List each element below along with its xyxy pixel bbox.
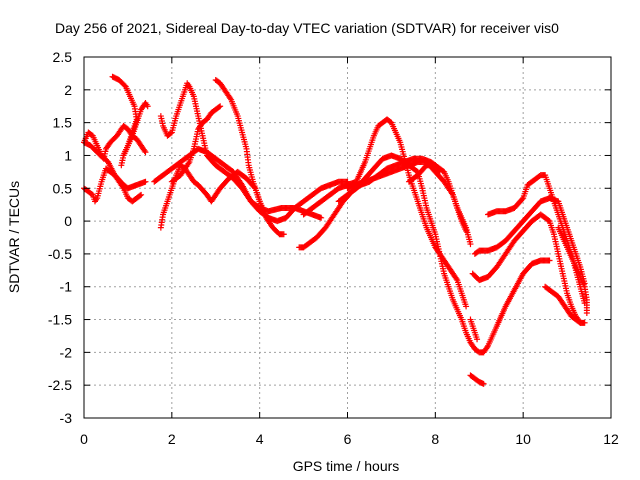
chart-title: Day 256 of 2021, Sidereal Day-to-day VTE… (55, 20, 559, 36)
data-point (467, 241, 474, 248)
data-marks (81, 73, 590, 387)
series (168, 103, 224, 185)
y-tick-label: -2 (60, 344, 73, 360)
data-point (280, 231, 287, 238)
x-tick-label: 8 (431, 431, 439, 447)
y-axis: -3 -2.5 -2 -1.5 -1 -0.5 0 0.5 1 1.5 2 2.5 (48, 49, 611, 426)
y-tick-label: 0 (64, 213, 72, 229)
data-point (217, 103, 224, 110)
data-point (142, 149, 149, 156)
series (120, 99, 151, 159)
data-point (453, 275, 460, 282)
data-point (136, 192, 143, 199)
data-point (576, 319, 583, 326)
x-axis-label: GPS time / hours (293, 458, 400, 474)
y-axis-label: SDTVAR / TECUs (6, 181, 22, 293)
data-point (88, 191, 95, 198)
data-point (577, 319, 584, 326)
y-tick-label: -3 (60, 410, 73, 426)
data-point (519, 196, 526, 203)
data-point (142, 178, 149, 185)
x-axis: 0 2 4 6 8 10 12 (80, 57, 619, 447)
y-tick-label: -1.5 (48, 312, 72, 328)
y-tick-label: -2.5 (48, 377, 72, 393)
y-tick-label: 2.5 (53, 49, 73, 65)
data-point (583, 309, 590, 316)
y-tick-label: -0.5 (48, 246, 72, 262)
y-tick-label: 0.5 (53, 180, 73, 196)
data-point (141, 147, 148, 154)
data-point (546, 257, 553, 264)
series (335, 152, 553, 356)
data-point (121, 82, 128, 89)
data-point (484, 344, 491, 351)
series (81, 129, 145, 205)
series (212, 76, 287, 238)
series (467, 316, 481, 343)
data-point (480, 380, 487, 387)
y-tick-label: -1 (60, 279, 73, 295)
y-tick-label: 1.5 (53, 115, 73, 131)
data-point (318, 214, 325, 221)
data-point (118, 162, 125, 169)
grid (84, 57, 611, 418)
data-point (167, 130, 174, 137)
series (151, 145, 325, 221)
data-point (545, 217, 552, 224)
series (555, 224, 590, 316)
x-tick-label: 0 (80, 431, 88, 447)
x-tick-label: 4 (256, 431, 264, 447)
series (109, 73, 140, 169)
y-tick-label: 2 (64, 82, 72, 98)
data-point (474, 336, 481, 343)
x-tick-label: 2 (168, 431, 176, 447)
series (542, 283, 584, 326)
data-point (144, 103, 151, 110)
data-point (138, 191, 145, 198)
series (405, 162, 474, 248)
x-tick-label: 10 (515, 431, 531, 447)
series (467, 372, 487, 387)
x-tick-label: 12 (603, 431, 619, 447)
data-point (463, 303, 470, 310)
y-tick-label: 1 (64, 147, 72, 163)
data-point (216, 104, 223, 111)
x-tick-label: 6 (344, 431, 352, 447)
